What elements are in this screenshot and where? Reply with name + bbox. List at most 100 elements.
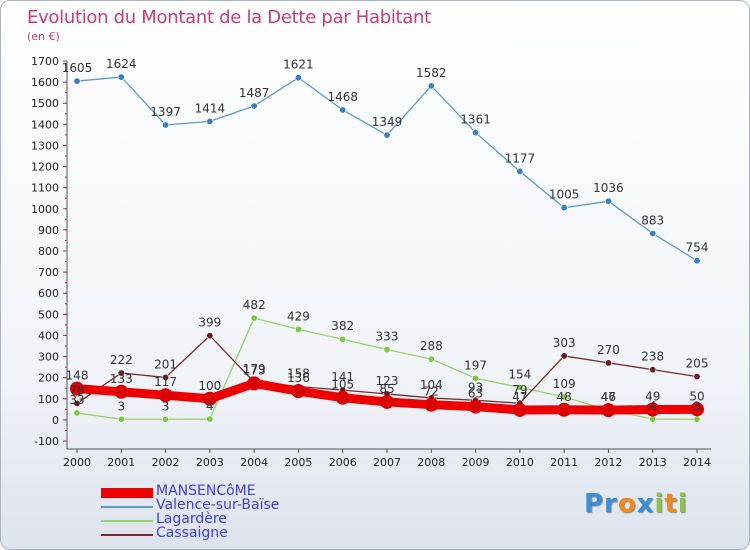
- data-point: [560, 352, 568, 360]
- y-tick-label: 200: [38, 372, 59, 385]
- data-point: [70, 381, 84, 396]
- data-label: 1624: [106, 57, 137, 71]
- data-label: 47: [512, 390, 527, 404]
- data-point: [73, 409, 81, 417]
- data-label: 105: [331, 378, 354, 392]
- data-label: 201: [154, 357, 177, 371]
- data-point: [383, 131, 391, 139]
- y-tick-label: 400: [38, 329, 59, 342]
- data-label: 78: [69, 383, 84, 397]
- data-point: [557, 402, 572, 417]
- logo-letter: x: [636, 489, 655, 519]
- x-tick-label: 2001: [107, 456, 135, 469]
- chart-subtitle: (en €): [27, 30, 60, 43]
- data-label: 238: [641, 350, 664, 364]
- y-tick-label: 700: [38, 266, 59, 279]
- logo-letter: Pr: [584, 489, 618, 519]
- data-label: 1349: [372, 115, 403, 129]
- data-point: [117, 369, 125, 377]
- data-point: [339, 335, 347, 343]
- data-label: 1036: [593, 181, 624, 195]
- data-label: 117: [154, 375, 177, 389]
- data-point: [73, 77, 81, 85]
- data-point: [424, 397, 439, 412]
- data-label: 133: [110, 372, 133, 386]
- data-label: 333: [376, 330, 399, 344]
- data-point: [247, 376, 262, 391]
- data-label: 50: [689, 389, 704, 403]
- legend-swatch: [101, 488, 153, 498]
- data-point: [162, 121, 170, 129]
- data-label: 197: [464, 358, 487, 372]
- legend-label: MANSENCôME: [156, 483, 256, 499]
- y-tick-label: -100: [34, 435, 59, 448]
- data-point: [516, 167, 524, 175]
- data-point: [117, 73, 125, 81]
- data-point: [206, 415, 214, 423]
- data-point: [117, 415, 125, 423]
- data-label: 63: [468, 387, 483, 401]
- data-label: 1177: [505, 151, 536, 165]
- legend-label: Valence-sur-Baïse: [156, 497, 280, 513]
- x-tick-label: 2009: [462, 456, 490, 469]
- y-tick-label: 1100: [31, 182, 59, 195]
- y-tick-label: 800: [38, 245, 59, 258]
- x-tick-label: 2008: [417, 456, 445, 469]
- data-label: 100: [198, 379, 221, 393]
- data-point: [162, 373, 170, 381]
- data-point: [472, 129, 480, 137]
- series-mansenc-me: [70, 376, 704, 418]
- data-point: [202, 391, 217, 406]
- data-point: [604, 359, 612, 367]
- data-label: 141: [331, 370, 354, 384]
- y-tick-label: 1000: [31, 203, 59, 216]
- data-point: [427, 82, 435, 90]
- x-tick-label: 2011: [550, 456, 578, 469]
- data-point: [158, 388, 173, 403]
- y-tick-label: 100: [38, 393, 59, 406]
- legend-swatch: [101, 534, 153, 536]
- data-point: [250, 102, 258, 110]
- data-point: [468, 399, 483, 414]
- data-point: [427, 355, 435, 363]
- data-label: 179: [243, 362, 266, 376]
- data-label: 47: [601, 390, 616, 404]
- data-label: 109: [553, 377, 576, 391]
- data-point: [693, 257, 701, 265]
- chart-title: Evolution du Montant de la Dette par Hab…: [27, 7, 431, 28]
- data-point: [339, 106, 347, 114]
- x-tick-label: 2007: [373, 456, 401, 469]
- data-label: 288: [420, 339, 443, 353]
- data-label: 1361: [460, 113, 491, 127]
- data-point: [206, 332, 214, 340]
- x-tick-label: 2003: [196, 456, 224, 469]
- data-label: 1005: [549, 188, 580, 202]
- logo-letter: i: [677, 489, 688, 519]
- data-label: 883: [641, 213, 664, 227]
- data-point: [291, 384, 306, 399]
- data-point: [206, 117, 214, 125]
- data-point: [380, 394, 394, 409]
- data-label: 1621: [283, 58, 314, 72]
- data-point: [649, 229, 657, 237]
- data-label: 1487: [239, 86, 270, 100]
- data-label: 3: [162, 399, 170, 413]
- data-point: [693, 415, 701, 423]
- y-tick-label: 1600: [31, 76, 59, 89]
- data-point: [690, 402, 704, 417]
- legend-swatch: [101, 520, 153, 522]
- x-tick-label: 2006: [329, 456, 357, 469]
- data-point: [649, 415, 657, 423]
- y-tick-label: 1400: [31, 118, 59, 131]
- data-point: [294, 74, 302, 82]
- data-label: 1605: [62, 61, 93, 75]
- data-label: 148: [66, 369, 89, 383]
- data-label: 85: [379, 382, 394, 396]
- data-label: 158: [287, 367, 310, 381]
- data-label: 303: [553, 336, 576, 350]
- legend-swatch: [101, 506, 153, 508]
- data-label: 48: [557, 390, 572, 404]
- data-point: [516, 383, 524, 391]
- x-tick-label: 2004: [240, 456, 268, 469]
- data-label: 72: [424, 385, 439, 399]
